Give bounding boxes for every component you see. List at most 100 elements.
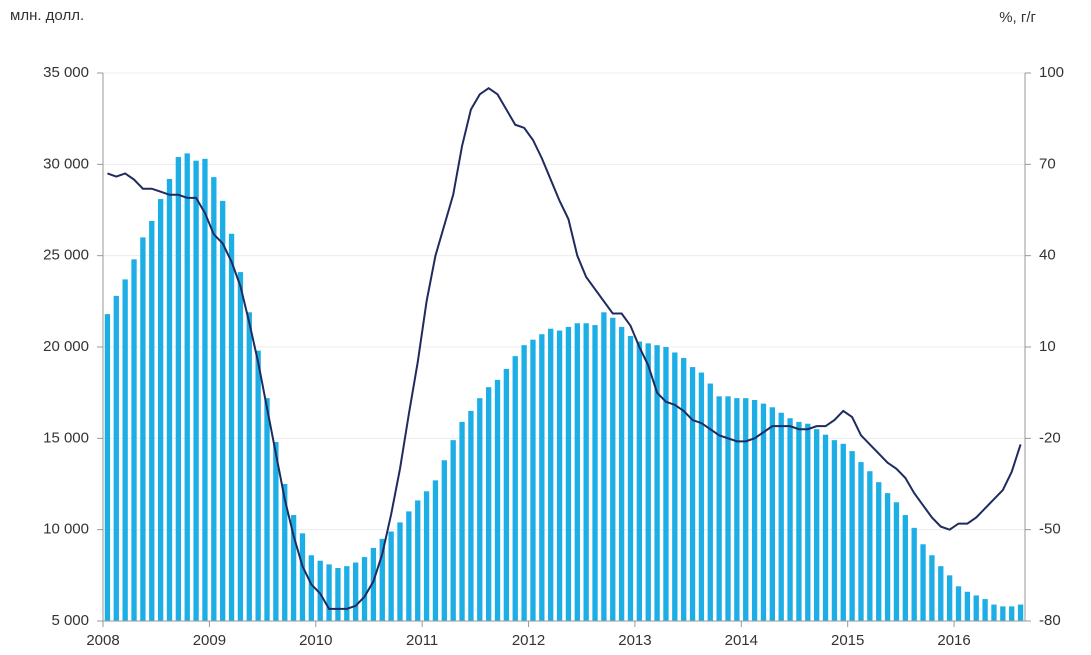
bar — [592, 325, 598, 621]
bar — [432, 480, 439, 621]
bar — [893, 502, 900, 621]
bar — [902, 515, 908, 621]
x-tick-label: 2011 — [406, 632, 438, 649]
bar — [299, 533, 306, 621]
x-tick-label: 2009 — [193, 632, 226, 649]
bar — [140, 237, 146, 621]
bar — [769, 407, 775, 621]
bar — [539, 334, 545, 621]
bar — [353, 562, 359, 621]
bar — [814, 429, 820, 621]
bar — [548, 328, 554, 621]
y2-tick-label: 100 — [1039, 64, 1064, 81]
bar — [211, 177, 217, 621]
bar — [929, 555, 935, 621]
bar — [991, 604, 997, 621]
bar — [663, 347, 669, 621]
y-tick-label: 5 000 — [51, 612, 89, 629]
bar — [237, 272, 244, 621]
x-tick-label: 2013 — [618, 632, 651, 649]
bar — [184, 153, 190, 621]
bar — [858, 462, 864, 621]
bar — [370, 547, 377, 621]
y2-tick-label: 70 — [1039, 155, 1056, 172]
bar — [344, 566, 350, 621]
bar — [681, 357, 687, 621]
bar — [1000, 606, 1006, 621]
bar — [246, 312, 252, 621]
bar — [574, 323, 580, 621]
bar — [193, 160, 199, 621]
bar — [1017, 604, 1024, 621]
bar — [441, 460, 447, 621]
bar — [379, 538, 385, 621]
bar — [220, 200, 226, 621]
bar — [423, 491, 430, 621]
bar — [698, 372, 705, 621]
bar — [743, 398, 749, 621]
y-tick-label: 35 000 — [43, 64, 89, 81]
bar — [778, 412, 784, 621]
bar — [459, 421, 465, 621]
y2-tick-label: 40 — [1039, 247, 1056, 264]
y-tick-label: 25 000 — [43, 247, 89, 264]
bar — [104, 314, 111, 621]
y-tick-label: 20 000 — [43, 338, 89, 355]
bar — [734, 398, 740, 621]
bar — [796, 421, 802, 621]
x-tick-label: 2010 — [299, 632, 332, 649]
x-tick-label: 2015 — [831, 632, 864, 649]
bar — [228, 233, 235, 621]
bar — [530, 339, 536, 621]
bar — [689, 367, 696, 621]
x-tick-label: 2014 — [725, 632, 758, 649]
bar — [397, 522, 403, 621]
bar — [884, 493, 891, 621]
bar — [645, 343, 651, 621]
bar — [273, 441, 279, 621]
bar — [610, 317, 616, 621]
x-tick-label: 2016 — [937, 632, 970, 649]
bar — [450, 440, 456, 621]
bar — [485, 387, 492, 621]
bar — [166, 178, 173, 622]
y-tick-label: 10 000 — [43, 521, 89, 538]
bar — [973, 595, 979, 621]
bar — [317, 560, 323, 621]
y2-tick-label: -20 — [1039, 429, 1061, 446]
bar — [361, 557, 368, 621]
bar — [964, 591, 971, 621]
bar — [290, 515, 297, 621]
bar — [175, 157, 182, 621]
y2-axis-label: %, г/г — [999, 9, 1036, 26]
bar — [406, 511, 412, 621]
bar — [149, 220, 155, 621]
bar — [618, 326, 625, 621]
bar — [556, 330, 563, 621]
bar — [388, 531, 394, 621]
bar — [583, 323, 589, 621]
bar — [255, 350, 261, 621]
bar — [751, 399, 758, 621]
line — [107, 87, 1022, 610]
bar — [282, 484, 288, 621]
bar — [308, 555, 314, 621]
bar — [122, 279, 128, 621]
y2-tick-label: 10 — [1039, 338, 1056, 355]
bar — [805, 423, 811, 621]
bar — [760, 403, 767, 621]
bar — [565, 326, 572, 621]
bar — [672, 352, 678, 621]
bar — [264, 398, 270, 621]
x-tick-label: 2008 — [86, 632, 119, 649]
bar — [326, 564, 332, 621]
bar — [512, 356, 518, 621]
bar — [955, 586, 962, 621]
bar — [202, 158, 208, 621]
bar — [627, 336, 634, 621]
bar — [157, 199, 164, 622]
bar — [716, 396, 722, 621]
bar — [911, 527, 917, 621]
